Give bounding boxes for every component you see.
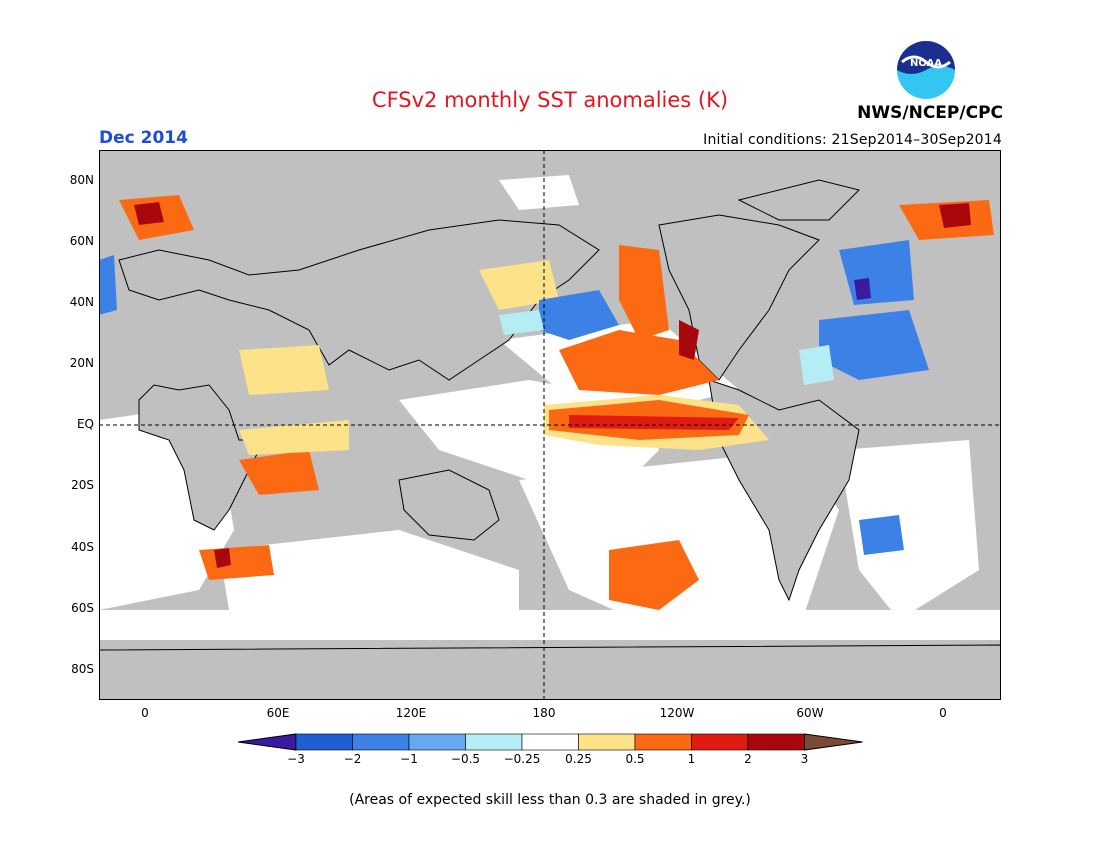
colorbar-tick-label: −0.5	[450, 752, 481, 766]
lat-label: 20S	[71, 478, 94, 492]
colorbar-box	[747, 733, 805, 751]
lat-label: EQ	[76, 417, 94, 431]
lon-label: 60W	[796, 706, 824, 720]
lon-label: 60E	[266, 706, 290, 720]
warm-anomalies	[119, 195, 994, 610]
logo-text: NOAA	[910, 58, 942, 69]
colorbar-low-arrow	[238, 733, 297, 751]
colorbar-tick-label: 0.25	[565, 752, 592, 766]
forecast-month: Dec 2014	[99, 128, 188, 148]
lat-label: 80S	[71, 662, 94, 676]
lat-label: 40N	[69, 295, 94, 309]
lon-label: 120E	[395, 706, 427, 720]
colorbar-high-arrow	[804, 733, 863, 751]
lon-label: 0	[141, 706, 149, 720]
lon-label: 0	[939, 706, 947, 720]
initial-conditions: Initial conditions: 21Sep2014–30Sep2014	[703, 132, 1002, 148]
sst-anomaly-map	[99, 150, 1001, 700]
colorbar-box	[634, 733, 692, 751]
chart-title: CFSv2 monthly SST anomalies (K)	[371, 88, 729, 112]
colorbar-tick-label: −0.25	[503, 752, 541, 766]
colorbar-tick-label: 1	[687, 752, 696, 766]
colorbar-tick-label: 2	[744, 752, 752, 766]
colorbar-box	[295, 733, 353, 751]
colorbar-tick-label: −3	[287, 752, 305, 766]
skill-note: (Areas of expected skill less than 0.3 a…	[349, 792, 751, 808]
lon-label: 180	[532, 706, 556, 720]
colorbar-box	[521, 733, 579, 751]
lat-label: 40S	[71, 540, 94, 554]
colorbar-box	[352, 733, 410, 751]
colorbar-box	[691, 733, 749, 751]
colorbar-tick-label: −1	[400, 752, 418, 766]
colorbar-tick-label: 0.5	[625, 752, 645, 766]
agency-label: NWS/NCEP/CPC	[857, 103, 1003, 123]
lat-label: 80N	[69, 173, 94, 187]
lon-label: 120W	[659, 706, 695, 720]
colorbar-tick-label: −2	[343, 752, 362, 766]
colorbar-box	[465, 733, 523, 751]
colorbar	[238, 733, 863, 751]
cool-anomalies	[99, 240, 929, 555]
colorbar-box	[578, 733, 636, 751]
noaa-logo: NOAA	[897, 41, 955, 99]
lat-label: 60N	[69, 234, 94, 248]
colorbar-tick-label: 3	[800, 752, 809, 766]
colorbar-box	[408, 733, 466, 751]
lat-label: 60S	[71, 601, 94, 615]
lat-label: 20N	[69, 356, 94, 370]
